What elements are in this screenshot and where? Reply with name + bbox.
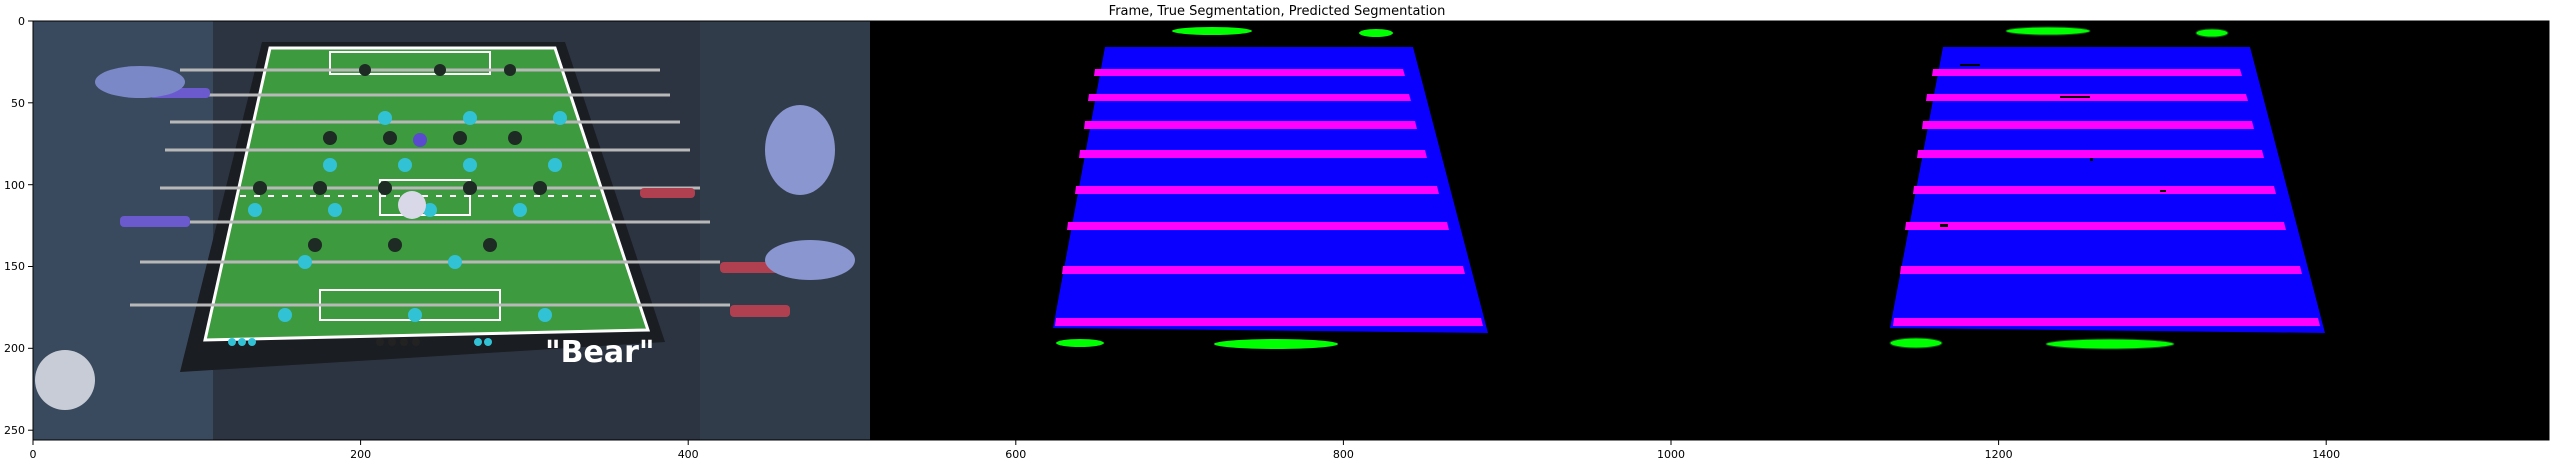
x-axis-ticks <box>32 440 2327 445</box>
y-axis-tick-labels: 0 50 100 150 200 250 <box>4 15 25 437</box>
true-ball-masks <box>1056 27 1393 349</box>
frame-ball <box>413 133 427 147</box>
y-tick-label: 200 <box>4 342 25 355</box>
x-tick-label: 800 <box>1333 448 1354 461</box>
x-tick-label: 1000 <box>1657 448 1685 461</box>
predicted-noise <box>1940 64 2166 227</box>
frame-photo: "Bear" <box>33 21 870 440</box>
predicted-ball-masks <box>1889 26 2229 350</box>
x-tick-label: 200 <box>350 448 371 461</box>
x-tick-label: 1400 <box>2312 448 2340 461</box>
x-tick-label: 400 <box>678 448 699 461</box>
true-segmentation <box>1053 27 1488 349</box>
frame-rods <box>130 68 730 307</box>
frame-players-cyan <box>248 111 567 322</box>
y-tick-label: 250 <box>4 424 25 437</box>
x-axis-tick-labels: 0 200 400 600 800 1000 1200 1400 <box>30 448 2341 461</box>
x-tick-label: 600 <box>1005 448 1026 461</box>
predicted-rod-masks <box>1893 69 2320 326</box>
x-tick-label: 0 <box>30 448 37 461</box>
frame-players-dark <box>253 64 547 252</box>
frame-table-label: "Bear" <box>545 335 655 370</box>
figure-title: Frame, True Segmentation, Predicted Segm… <box>1108 4 1446 19</box>
axes-frame <box>32 20 2550 441</box>
y-tick-label: 150 <box>4 260 25 273</box>
x-tick-label: 1200 <box>1985 448 2013 461</box>
y-tick-label: 50 <box>11 97 25 110</box>
true-rod-masks <box>1055 69 1483 326</box>
predicted-segmentation <box>1889 26 2325 350</box>
y-tick-label: 100 <box>4 179 25 192</box>
y-axis-ticks <box>28 20 33 431</box>
y-tick-label: 0 <box>18 15 25 28</box>
